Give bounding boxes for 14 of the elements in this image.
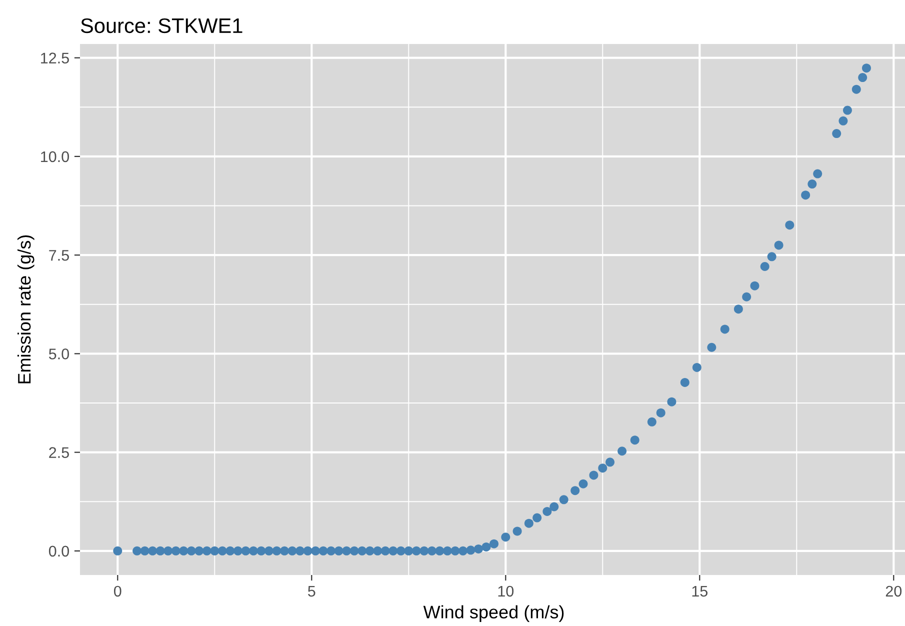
y-tick-label: 12.5	[41, 52, 69, 64]
y-tick-label: 0.0	[48, 546, 69, 557]
chart-title: Source: STKWE1	[80, 18, 242, 34]
x-tick-label: 15	[692, 586, 708, 597]
x-axis-title: Wind speed (m/s)	[423, 605, 564, 622]
x-tick-label: 20	[886, 586, 902, 597]
y-tick-label: 7.5	[49, 250, 69, 261]
y-tick-label: 5.0	[48, 348, 69, 360]
x-tick-label: 5	[308, 586, 316, 597]
y-tick-label: 10.0	[41, 151, 69, 162]
x-tick-label: 10	[498, 586, 514, 597]
y-tick-label: 2.5	[49, 447, 69, 458]
x-tick-label: 0	[114, 586, 122, 597]
y-axis-title: Emission rate (g/s)	[17, 235, 34, 384]
